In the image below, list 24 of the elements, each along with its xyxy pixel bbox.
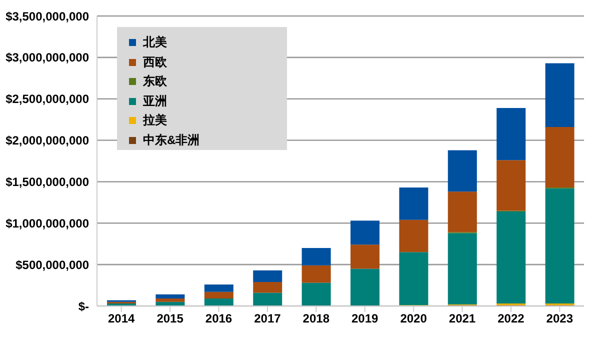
legend-label: 西欧 xyxy=(143,54,167,71)
legend-label: 北美 xyxy=(143,34,167,52)
x-tick-label: 2014 xyxy=(108,312,136,326)
y-tick-label: $500,000,000 xyxy=(16,258,90,272)
y-tick-label: $2,500,000,000 xyxy=(6,92,90,106)
legend-label: 拉美 xyxy=(143,112,167,130)
legend-label: 亚洲 xyxy=(143,92,167,110)
y-tick-label: $- xyxy=(78,299,89,314)
y-tick-label: $2,000,000,000 xyxy=(6,134,90,148)
y-tick-label: $3,000,000,000 xyxy=(6,50,90,65)
legend-label: 东欧 xyxy=(143,73,167,90)
x-tick-label: 2022 xyxy=(498,312,525,326)
legend-label: 中东&非洲 xyxy=(143,132,200,149)
x-tick-label: 2019 xyxy=(352,312,379,326)
x-tick-label: 2018 xyxy=(302,312,330,326)
x-tick-label: 2017 xyxy=(254,312,282,326)
y-tick-label: $3,500,000,000 xyxy=(6,9,90,24)
x-tick-label: 2016 xyxy=(205,312,232,326)
x-tick-label: 2021 xyxy=(448,312,476,326)
x-tick-label: 2023 xyxy=(546,312,574,326)
x-tick-label: 2020 xyxy=(400,312,428,326)
y-tick-label: $1,000,000,000 xyxy=(6,216,90,230)
x-tick-label: 2015 xyxy=(156,312,184,326)
y-tick-label: $1,500,000,000 xyxy=(6,174,90,189)
